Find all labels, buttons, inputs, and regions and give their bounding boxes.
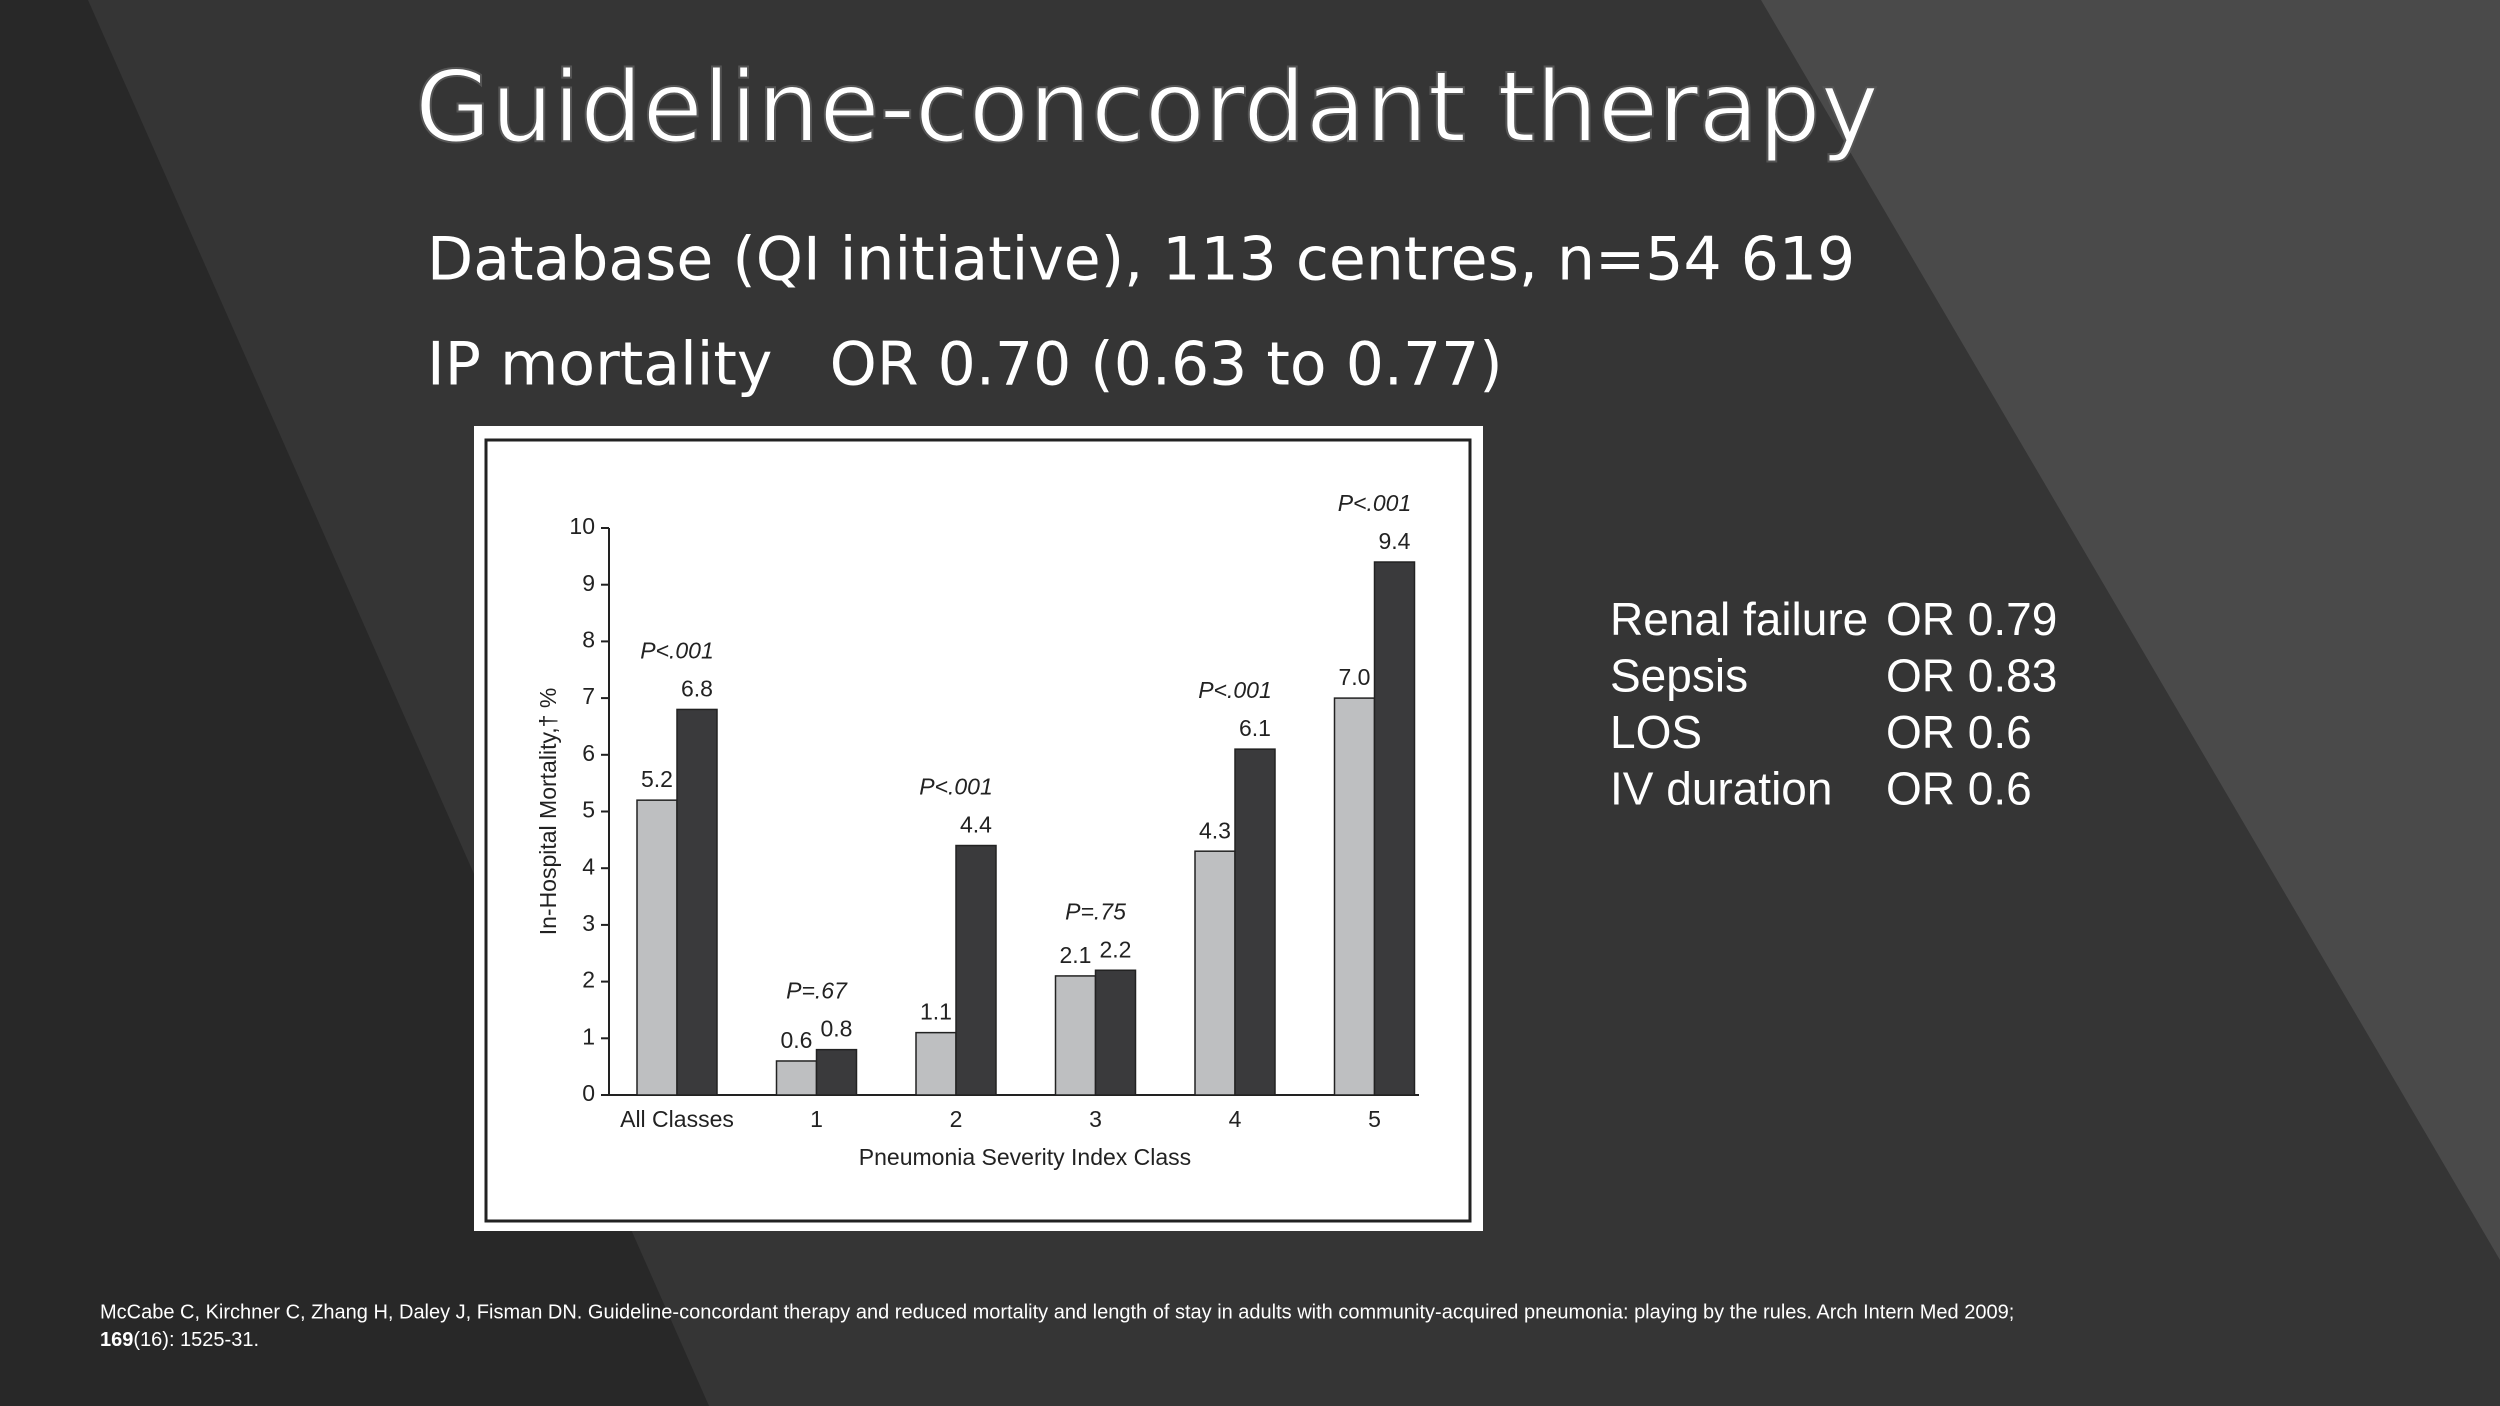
- outcome-value: OR 0.79: [1886, 593, 2057, 645]
- y-axis-label: In-Hospital Mortality,† %: [535, 688, 561, 936]
- chart-border: [484, 438, 1472, 1223]
- citation-pages: (16): 1525-31.: [133, 1329, 259, 1351]
- y-tick-label: 0: [582, 1080, 595, 1106]
- value-label: 6.8: [681, 676, 713, 702]
- bar: [1094, 969, 1137, 1096]
- outcome-value: OR 0.6: [1886, 763, 2032, 815]
- subtitle: IP mortality OR 0.70 (0.63 to 0.77): [427, 330, 1503, 400]
- outcome-value: OR 0.6: [1886, 706, 2032, 758]
- value-label: 9.4: [1379, 528, 1411, 554]
- p-value: P<.001: [1198, 677, 1272, 703]
- bar: [915, 1031, 957, 1096]
- bar: [1373, 561, 1416, 1096]
- citation: 169(16): 1525-31.: [100, 1329, 259, 1351]
- value-label: 0.6: [781, 1027, 813, 1053]
- x-tick-label: 4: [1229, 1106, 1242, 1132]
- background-shape: [1761, 0, 2500, 1260]
- bar: [676, 708, 718, 1096]
- value-label: 2.1: [1060, 942, 1092, 968]
- value-label: 4.3: [1199, 817, 1231, 843]
- slide-title: Guideline-concordant therapy: [415, 51, 1879, 165]
- outcome-label: Sepsis: [1610, 650, 1748, 702]
- outcome-label: Renal failure: [1610, 593, 1868, 645]
- bar: [775, 1060, 818, 1096]
- x-tick-label: 2: [950, 1106, 963, 1132]
- p-value: P<.001: [640, 638, 714, 664]
- citation: McCabe C, Kirchner C, Zhang H, Daley J, …: [100, 1301, 2014, 1323]
- p-value: P<.001: [1338, 490, 1412, 516]
- bar: [636, 799, 678, 1096]
- x-tick-label: 1: [810, 1106, 823, 1132]
- bar: [815, 1048, 858, 1096]
- x-axis-label: Pneumonia Severity Index Class: [859, 1144, 1191, 1170]
- value-label: 4.4: [960, 812, 992, 838]
- x-tick-label: All Classes: [620, 1106, 734, 1132]
- y-tick-label: 4: [582, 853, 595, 879]
- bar: [1194, 850, 1236, 1096]
- x-tick-label: 5: [1368, 1106, 1381, 1132]
- y-tick-label: 1: [582, 1023, 595, 1049]
- bar: [1333, 697, 1376, 1096]
- value-label: 7.0: [1339, 664, 1371, 690]
- outcome-label: IV duration: [1610, 763, 1832, 815]
- x-tick-label: 3: [1089, 1106, 1102, 1132]
- citation-volume: 169: [100, 1329, 133, 1351]
- value-label: 6.1: [1239, 715, 1271, 741]
- bar: [1234, 748, 1276, 1096]
- p-value: P=.75: [1065, 898, 1126, 924]
- y-tick-label: 6: [582, 740, 595, 766]
- outcome-value: OR 0.83: [1886, 650, 2057, 702]
- y-tick-label: 7: [582, 683, 595, 709]
- y-tick-label: 5: [582, 797, 595, 823]
- value-label: 0.8: [821, 1016, 853, 1042]
- bar: [955, 844, 997, 1096]
- subtitle: Database (QI initiative), 113 centres, n…: [427, 225, 1855, 295]
- y-tick-label: 10: [569, 513, 595, 539]
- y-tick-label: 8: [582, 626, 595, 652]
- y-tick-label: 9: [582, 570, 595, 596]
- value-label: 5.2: [641, 766, 673, 792]
- value-label: 1.1: [920, 999, 952, 1025]
- y-tick-label: 3: [582, 910, 595, 936]
- outcome-label: LOS: [1610, 706, 1702, 758]
- y-tick-label: 2: [582, 967, 595, 993]
- p-value: P<.001: [919, 774, 993, 800]
- value-label: 2.2: [1100, 936, 1132, 962]
- p-value: P=.67: [786, 978, 848, 1004]
- bar: [1054, 975, 1097, 1096]
